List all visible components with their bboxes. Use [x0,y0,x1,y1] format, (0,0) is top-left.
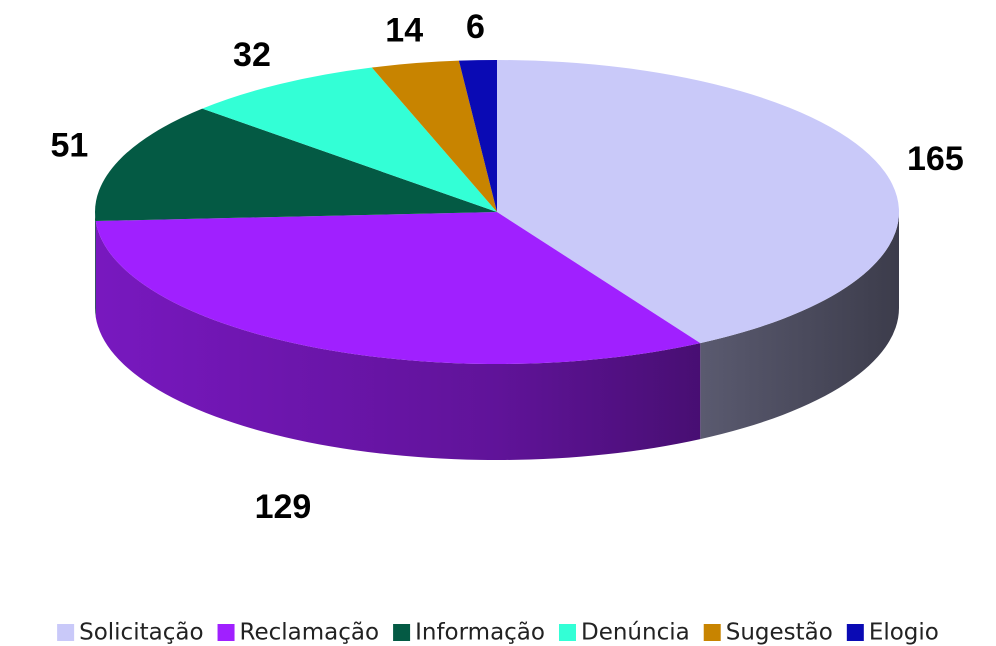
data-label: 129 [255,488,312,526]
legend-swatch [217,624,235,641]
slice-side [95,221,701,461]
legend-swatch [57,624,75,641]
slice [202,67,497,212]
data-label: 51 [50,126,88,164]
slice-side [95,212,96,318]
data-label: 32 [233,36,271,74]
legend-swatch [846,624,864,641]
slice [371,60,497,212]
legend-label: Reclamação [240,620,380,646]
slice [95,108,497,222]
slice [95,212,701,365]
legend-label: Solicitação [79,620,203,646]
data-label: 14 [385,11,423,49]
slice-side [700,212,899,440]
data-label: 165 [907,140,964,178]
legend-label: Denúncia [581,620,690,646]
legend-swatch [393,624,411,641]
legend-label: Sugestão [726,620,833,646]
slice [497,60,899,344]
legend-swatch [703,624,721,641]
slice [458,60,497,212]
legend-label: Elogio [869,620,939,646]
legend-swatch [558,624,576,641]
data-label: 6 [466,8,485,46]
legend-label: Informação [415,620,545,646]
